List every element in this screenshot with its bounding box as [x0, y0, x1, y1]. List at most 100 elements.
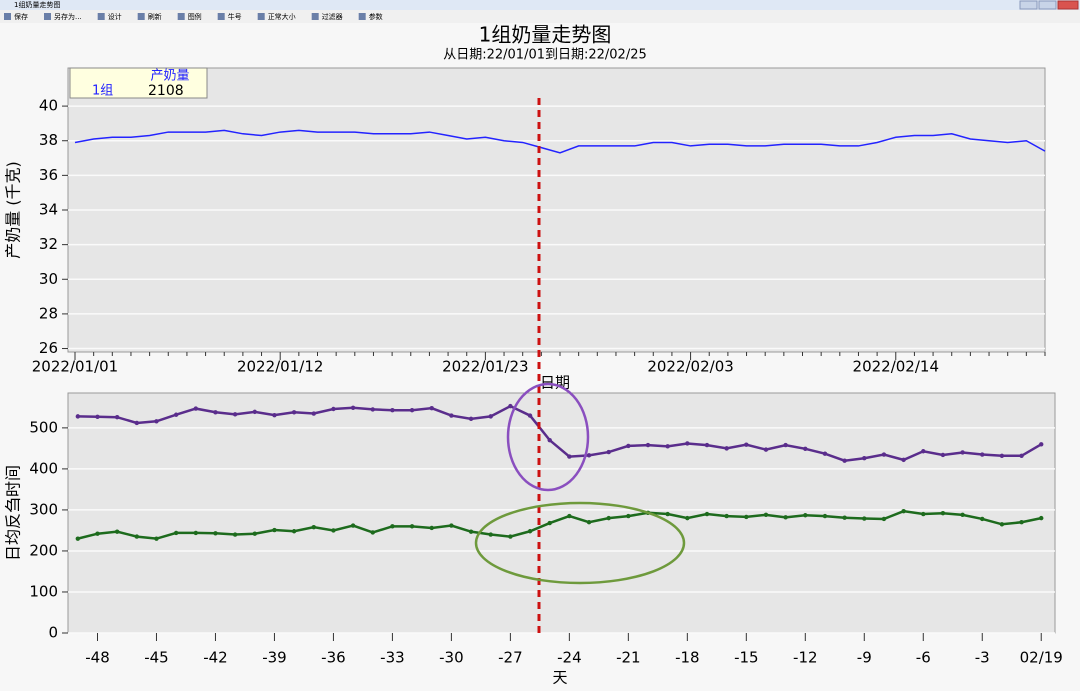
data-point	[134, 420, 140, 426]
data-point	[940, 511, 946, 516]
data-point	[311, 411, 316, 416]
data-point	[626, 443, 631, 449]
data-point	[390, 524, 395, 529]
toolbar-icon	[4, 13, 11, 20]
data-point	[881, 452, 887, 457]
toolbar-icon	[217, 13, 225, 20]
data-point	[803, 513, 808, 518]
data-point	[980, 452, 985, 457]
x-tick-label: -9	[857, 649, 872, 667]
data-point	[468, 416, 474, 422]
data-point	[704, 511, 710, 517]
x-tick-label: 02/19	[1020, 649, 1063, 667]
x-tick-label: -12	[793, 649, 818, 667]
y-axis-label: 产奶量 (千克)	[4, 161, 23, 259]
y-tick-label: 34	[39, 201, 58, 219]
data-point	[527, 413, 533, 418]
data-point	[252, 531, 257, 536]
data-point	[311, 524, 316, 530]
toolbar-button[interactable]: 正常大小	[268, 12, 296, 21]
data-point	[645, 442, 651, 448]
data-point	[75, 536, 81, 541]
data-point	[724, 513, 729, 519]
data-point	[862, 456, 867, 461]
data-point	[429, 525, 434, 531]
toolbar-button[interactable]: 牛号	[228, 12, 242, 21]
x-tick-label: -42	[203, 649, 228, 667]
toolbar-button[interactable]: 过滤器	[322, 12, 343, 21]
toolbar-icon	[177, 13, 185, 20]
data-point	[999, 522, 1005, 527]
data-point	[763, 447, 769, 452]
data-point	[704, 442, 710, 448]
data-point	[370, 407, 375, 412]
data-point	[862, 516, 867, 521]
data-point	[586, 453, 592, 458]
y-tick-label: 28	[39, 304, 58, 322]
data-point	[232, 532, 238, 537]
x-tick-label: -33	[380, 649, 405, 667]
y-tick-label: 400	[29, 459, 58, 477]
data-point	[901, 508, 906, 514]
toolbar-button[interactable]: 刷新	[148, 12, 162, 21]
y-tick-label: 0	[48, 624, 58, 642]
data-point	[173, 412, 179, 417]
toolbar-button[interactable]: 图例	[188, 12, 202, 21]
y-tick-label: 40	[39, 97, 58, 115]
data-point	[685, 515, 690, 521]
data-point	[783, 515, 788, 520]
x-tick-label: 2022/02/03	[647, 358, 733, 376]
toolbar-button[interactable]: 另存为...	[54, 12, 82, 21]
close-button[interactable]	[1057, 0, 1079, 10]
data-point	[488, 414, 493, 419]
data-point	[272, 527, 277, 533]
y-tick-label: 200	[29, 541, 58, 559]
y-tick-label: 300	[29, 500, 58, 518]
x-tick-label: 2022/01/23	[442, 358, 528, 376]
x-tick-label: -21	[616, 649, 641, 667]
data-point	[1039, 515, 1044, 521]
x-tick-label: -48	[85, 649, 110, 667]
y-tick-label: 38	[39, 131, 58, 149]
data-point	[449, 413, 454, 418]
data-point	[980, 516, 985, 522]
data-point	[567, 513, 572, 519]
x-tick-label: -15	[734, 649, 759, 667]
data-line	[74, 129, 1046, 154]
toolbar-icon	[44, 13, 51, 20]
data-point	[154, 536, 159, 541]
x-tick-label: -3	[975, 649, 990, 667]
data-point	[1019, 520, 1024, 525]
data-point	[114, 529, 120, 534]
toolbar-icon	[137, 13, 145, 20]
data-point	[881, 516, 887, 522]
window-title: 1组奶量走势图	[14, 0, 60, 9]
legend-value: 2108	[148, 83, 184, 99]
data-point	[331, 528, 336, 533]
y-tick-label: 30	[39, 270, 58, 288]
data-point	[744, 514, 749, 520]
data-point	[75, 414, 81, 419]
data-point	[95, 531, 100, 536]
x-tick-label: -30	[439, 649, 464, 667]
y-tick-label: 500	[29, 418, 58, 436]
toolbar-icon	[257, 13, 265, 20]
data-point	[783, 442, 788, 448]
x-tick-label: -24	[557, 649, 582, 667]
data-point	[370, 530, 375, 535]
data-point	[409, 524, 415, 529]
toolbar-icon	[358, 13, 366, 20]
data-point	[291, 410, 297, 415]
data-point	[468, 529, 474, 534]
toolbar-button[interactable]: 参数	[369, 12, 383, 21]
toolbar-button[interactable]: 设计	[108, 12, 122, 21]
maximize-button[interactable]	[1038, 0, 1057, 10]
data-point	[921, 449, 926, 454]
data-point	[921, 511, 926, 517]
data-point	[429, 405, 434, 411]
x-tick-label: -6	[916, 649, 931, 667]
minimize-button[interactable]	[1019, 0, 1038, 10]
data-point	[822, 513, 828, 519]
toolbar-button[interactable]: 保存	[14, 12, 28, 21]
